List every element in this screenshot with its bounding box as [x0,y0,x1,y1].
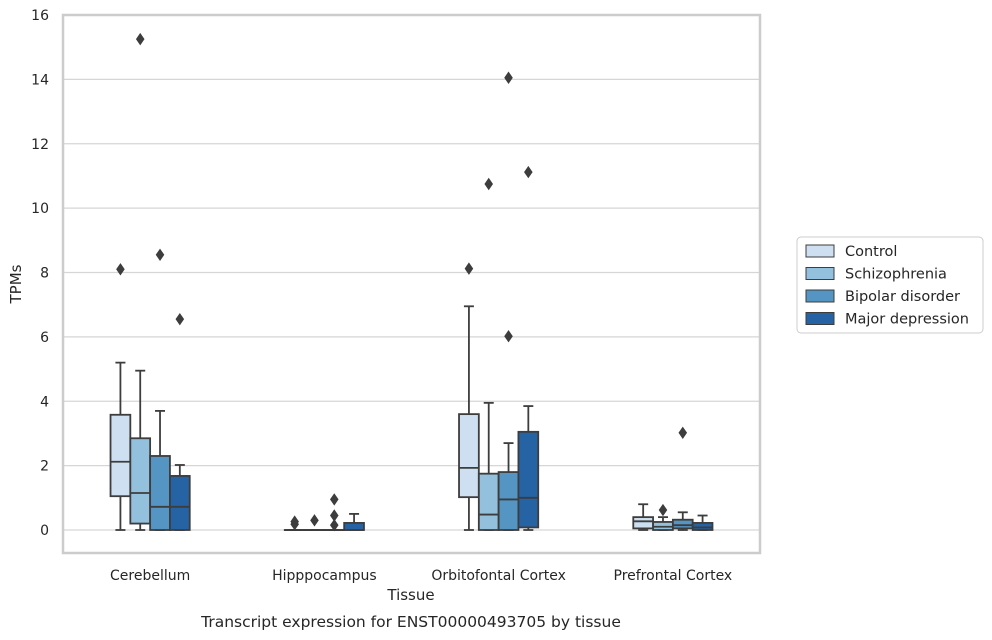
box-group [169,312,191,531]
outlier-point [116,263,125,276]
outlier-point [155,248,165,262]
legend-item: Schizophrenia [805,267,947,283]
box-group [458,262,480,531]
y-tick-label: 0 [40,523,49,539]
y-axis-ticks: 0 2 4 6 8 10 12 14 16 [31,8,49,539]
outlier-point [658,503,668,517]
y-axis-label: TPMs [7,264,25,304]
grid-lines [63,14,760,531]
box-group [691,514,714,531]
legend-label: Bipolar disorder [845,289,960,305]
box-group [283,515,306,532]
plot-area [109,32,714,532]
box-group [477,177,500,531]
x-tick-label: Prefrontal Cortex [614,568,733,584]
outlier-point [135,32,145,46]
outlier-point [329,493,339,506]
box-iqr [129,437,152,525]
box-iqr [458,413,480,499]
y-tick-label: 8 [40,266,49,282]
outlier-point [310,514,319,527]
outlier-point [504,330,513,343]
legend-swatch [805,289,835,303]
y-tick-label: 16 [31,8,49,24]
box-group [517,165,540,531]
outlier-point [175,312,185,326]
box-iqr [632,516,654,530]
box-iqr [497,471,520,531]
outlier-point [329,518,339,532]
legend-item: Control [805,244,897,260]
y-tick-label: 12 [31,137,49,153]
y-tick-label: 14 [31,72,49,88]
legend: Control Schizophrenia Bipolar disorder Majo… [796,236,984,334]
x-axis-label: Tissue [386,586,434,604]
y-tick-label: 6 [40,330,49,346]
y-tick-label: 4 [40,394,49,410]
x-axis-ticks: Cerebellum Hipppocampus Orbitofontal Corte… [110,568,732,584]
x-tick-label: Orbitofontal Cortex [431,568,566,584]
box-group [323,493,346,532]
box-iqr [671,518,694,530]
box-group [109,263,132,531]
box-iqr [691,522,714,531]
box-group [497,71,520,531]
box-group [671,426,694,531]
box-group [303,514,326,532]
legend-label: Schizophrenia [845,267,947,283]
y-tick-label: 10 [31,201,49,217]
plot-frame [61,13,762,555]
box-iqr [517,430,540,529]
legend-swatch [805,267,835,280]
outlier-point [484,177,494,191]
outlier-point [464,262,474,275]
legend-swatch [805,244,835,258]
box-iqr [169,475,191,531]
box-iqr [343,522,365,531]
legend-label: Control [845,244,897,260]
legend-item: Bipolar disorder [805,289,960,305]
box-group [343,513,365,531]
box-group [632,503,654,531]
chart-caption: Transcript expression for ENST0000049370… [200,613,621,631]
box-iqr [109,413,132,498]
box-group [129,32,152,531]
outlier-point [678,426,688,439]
box-group [652,503,674,531]
legend-label: Major depression [845,312,969,328]
outlier-point [329,509,339,522]
box-iqr [477,472,500,531]
box-iqr [149,455,171,531]
legend-swatch [805,312,835,325]
outlier-point [524,165,533,179]
outlier-point [290,515,299,528]
legend-item: Major depression [805,312,969,328]
x-tick-label: Hipppocampus [272,568,377,584]
box-group [149,248,171,531]
x-tick-label: Cerebellum [110,568,190,584]
outlier-point [504,71,513,84]
y-tick-label: 2 [40,459,49,475]
legend-frame [796,236,984,334]
